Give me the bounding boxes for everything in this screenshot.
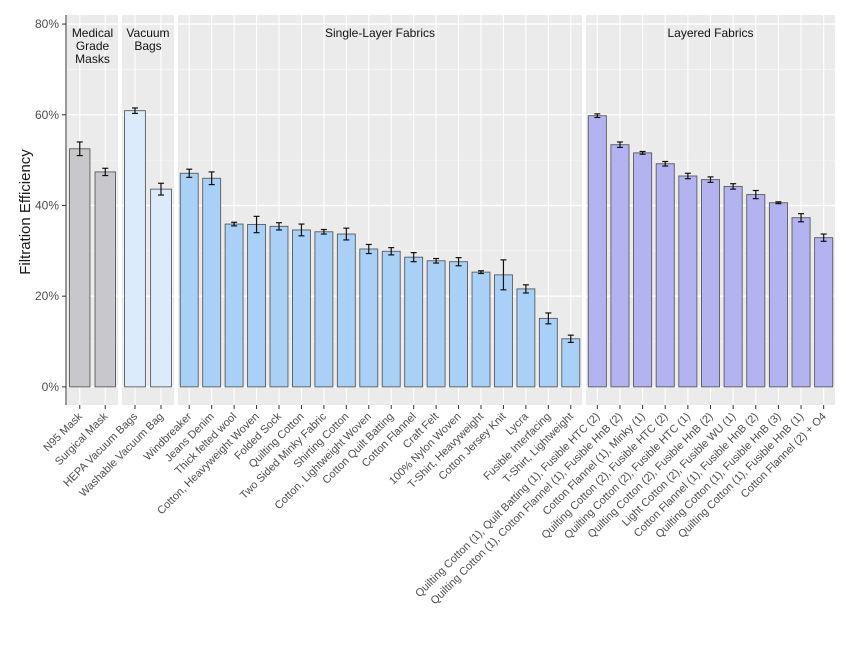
bar (633, 152, 653, 388)
y-axis-title: Filtration Efficiency (17, 149, 34, 275)
bar (700, 179, 721, 388)
bar (587, 115, 607, 388)
bar (426, 260, 446, 388)
bar (471, 271, 491, 388)
facet-panel (178, 15, 582, 405)
bar (404, 256, 424, 388)
bar (202, 177, 222, 388)
bar (359, 248, 379, 388)
y-tick-label: 0% (42, 380, 60, 394)
bar (336, 233, 356, 388)
bar (538, 317, 558, 388)
bar (292, 229, 311, 388)
bar (814, 237, 834, 388)
bar (179, 172, 199, 388)
bar (150, 188, 172, 388)
facet-label: Layered Fabrics (667, 26, 753, 40)
facet-label: Vacuum (126, 26, 169, 40)
bar (224, 223, 244, 388)
bar (723, 185, 743, 388)
bar (69, 148, 91, 388)
y-tick-label: 60% (35, 108, 59, 122)
facet-label: Medical (72, 26, 113, 40)
bar (314, 231, 334, 388)
facet-label: Bags (134, 39, 161, 53)
bar (269, 225, 289, 388)
bar (494, 274, 513, 388)
bar (247, 224, 266, 388)
bar (381, 250, 401, 388)
facet-label: Grade (76, 39, 110, 53)
facet-label: Single-Layer Fabrics (325, 26, 435, 40)
y-tick-label: 40% (35, 198, 59, 212)
bar (746, 194, 766, 388)
bar (768, 202, 788, 388)
bar (94, 171, 116, 388)
y-tick-label: 80% (35, 17, 59, 31)
bar (124, 110, 146, 388)
bar (610, 144, 630, 388)
bar (449, 261, 468, 388)
bar (678, 175, 698, 388)
bar (561, 338, 581, 388)
facet-label: Masks (75, 52, 110, 66)
y-tick-label: 20% (35, 289, 59, 303)
bar (655, 163, 675, 388)
bar (791, 217, 811, 388)
bar (516, 288, 536, 388)
